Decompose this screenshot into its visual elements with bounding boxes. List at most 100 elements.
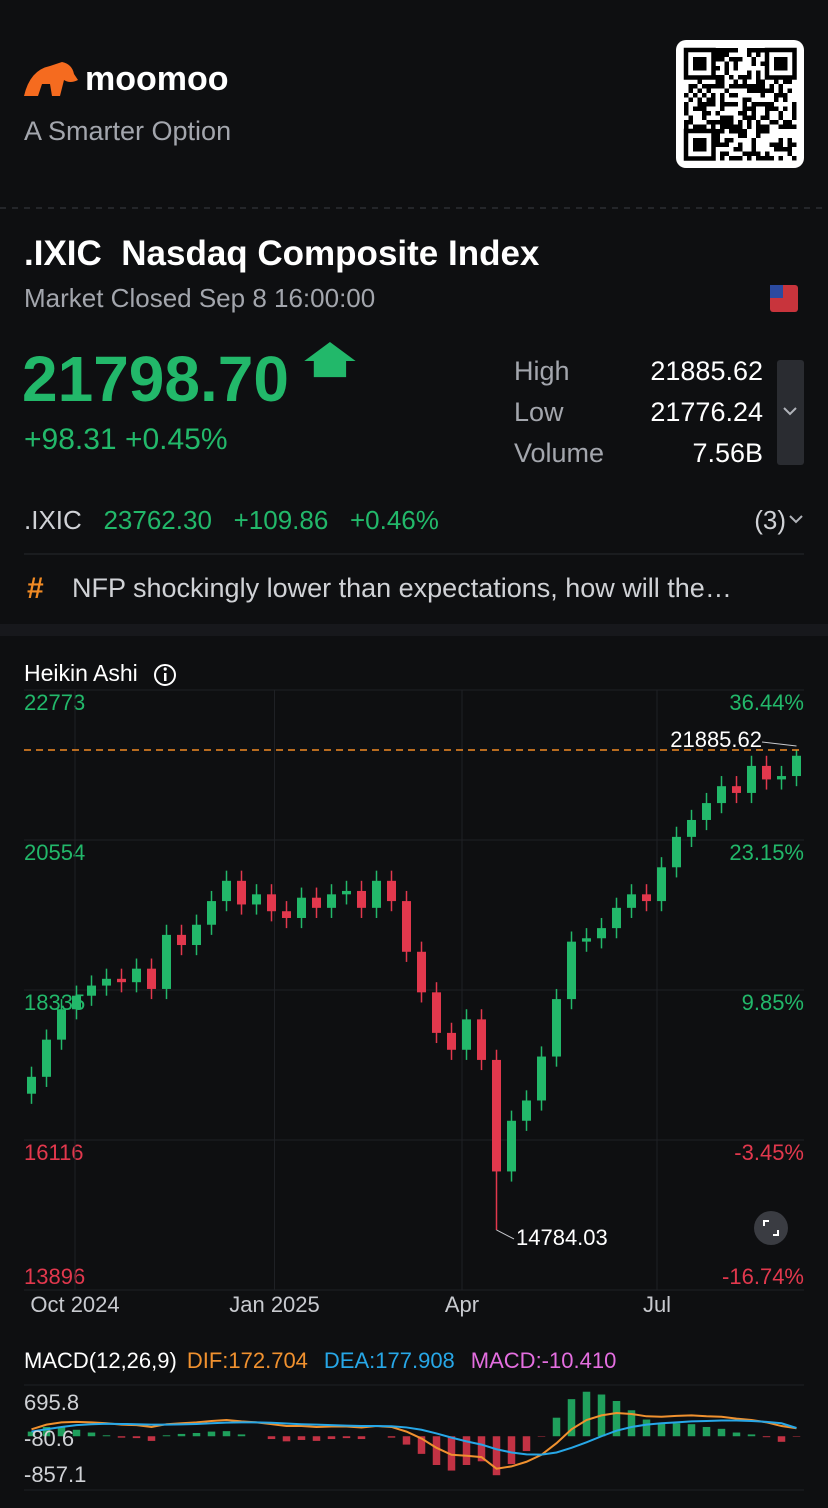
qr-cell [724,138,729,143]
candle-body [552,999,561,1057]
qr-cell [756,79,761,84]
qr-cell [769,156,774,161]
qr-cell [720,79,725,84]
candle-body [612,907,621,929]
qr-pattern [683,47,797,161]
qr-cell [715,133,720,138]
stat-label: Volume [514,438,605,468]
qr-cell [697,88,702,93]
change: +109.86 [233,505,329,535]
qr-cell [729,120,734,125]
qr-cell [720,115,725,120]
qr-code[interactable] [676,40,804,168]
news-headline[interactable]: NFP shockingly lower than expectations, … [72,573,732,603]
brand-logo [24,62,78,96]
qr-cell [706,88,711,93]
candle-body [522,1100,531,1121]
y-tick-label: 20554 [24,840,85,865]
qr-cell [765,88,770,93]
qr-cell [747,106,752,111]
qr-cell [733,61,738,66]
macd-bar [552,1417,561,1437]
candle-body [402,901,411,952]
qr-cell [765,106,770,111]
qr-cell [733,79,738,84]
qr-cell [720,106,725,111]
qr-cell [738,129,743,134]
macd-bar [192,1433,201,1437]
chevron[interactable] [789,515,803,524]
market-status: Market Closed Sep 8 16:00:00 [24,283,376,313]
qr-cell [715,52,720,57]
qr-cell [742,75,747,80]
qr-cell [738,57,743,62]
macd-bar [162,1435,171,1437]
qr-cell [715,120,720,125]
qr-cell [747,156,752,161]
qr-cell [729,156,734,161]
change: +98.31 +0.45% [24,423,228,457]
qr-cell [769,106,774,111]
qr-cell [769,142,774,147]
related-row[interactable]: .IXIC 23762.30 +109.86 +0.46% [24,505,439,536]
qr-cell [751,138,756,143]
qr-cell [778,84,783,89]
stat-label: High [514,356,570,386]
info-icon[interactable] [154,664,176,686]
y2-tick-label: 36.44% [729,690,804,715]
qr-cell [774,106,779,111]
macd-bar [642,1419,651,1437]
qr-cell [742,115,747,120]
candle-body [57,1009,66,1040]
macd-bar [57,1426,66,1437]
x-tick-label: Jan 2025 [229,1292,320,1317]
qr-cell [783,120,788,125]
candle-body [387,880,396,902]
qr-cell [733,66,738,71]
qr-cell [702,106,707,111]
qr-cell [733,124,738,129]
qr-cell [733,156,738,161]
qr-cell [747,84,752,89]
qr-cell [720,151,725,156]
macd-bar [222,1431,231,1437]
qr-finder [774,57,788,71]
qr-cell [738,111,743,116]
qr-cell [747,120,752,125]
stat-value: 21776.24 [650,397,763,427]
candle-body [357,890,366,908]
macd-bar [147,1436,156,1441]
qr-cell [715,48,720,53]
qr-cell [751,102,756,107]
qr-finder [683,47,716,80]
qr-cell [724,124,729,129]
macd-bar [267,1436,276,1440]
stat-value: 21885.62 [650,356,763,386]
qr-cell [756,84,761,89]
candle-body [147,968,156,989]
qr-cell [765,115,770,120]
fullscreen-button[interactable] [754,1211,788,1245]
qr-cell [751,48,756,53]
candle-body [132,968,141,983]
qr-cell [769,102,774,107]
price: 21798.70 [22,343,289,415]
qr-cell [697,124,702,129]
qr-cell [724,142,729,147]
related-count[interactable]: (3) [754,505,786,535]
candle-body [447,1032,456,1050]
candle-body [642,894,651,902]
macd-bar [612,1401,621,1437]
qr-cell [760,124,765,129]
low-leader [496,1229,515,1240]
candle-body [222,880,231,902]
qr-cell [697,106,702,111]
macd-line [31,1419,797,1456]
qr-cell [751,147,756,152]
macd-bar [282,1436,291,1442]
candle-body [777,776,786,780]
qr-cell [729,124,734,129]
qr-cell [778,88,783,93]
macd-bar [447,1436,456,1471]
